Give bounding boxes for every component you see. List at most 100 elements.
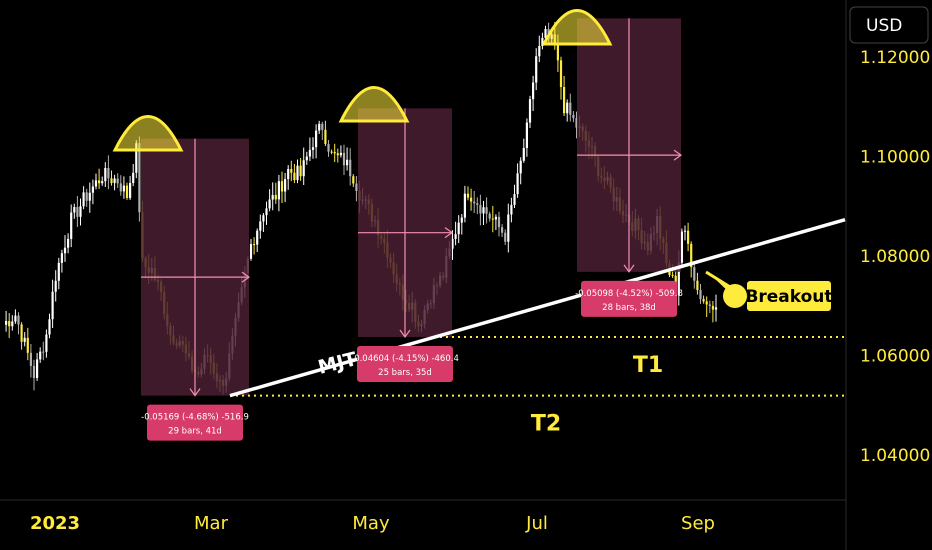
measurement-boxes bbox=[141, 18, 683, 397]
x-tick-label: Sep bbox=[681, 513, 715, 534]
mjt-trendline bbox=[229, 217, 846, 398]
currency-label[interactable]: USD bbox=[866, 16, 902, 36]
candle-body bbox=[563, 87, 566, 114]
measure-arrow-down bbox=[623, 264, 635, 273]
candle-body bbox=[29, 352, 32, 366]
candle-body bbox=[339, 152, 342, 156]
candle-body bbox=[457, 222, 460, 235]
measure-label-box bbox=[581, 280, 677, 317]
head-dome bbox=[338, 86, 410, 123]
candle-body bbox=[566, 102, 569, 114]
candle-body bbox=[253, 244, 256, 246]
candle-body bbox=[125, 185, 129, 198]
candle-body bbox=[259, 221, 262, 231]
x-tick-label: May bbox=[352, 513, 390, 534]
candle-body bbox=[14, 315, 17, 322]
candle-body bbox=[473, 201, 476, 204]
candle-body bbox=[132, 172, 135, 184]
candle-body bbox=[113, 178, 116, 184]
candle-body bbox=[535, 56, 538, 83]
candle-body bbox=[342, 152, 346, 166]
candle-body bbox=[302, 160, 305, 177]
candle-body bbox=[476, 203, 479, 205]
candle-body bbox=[485, 207, 488, 214]
candle-body bbox=[525, 122, 528, 149]
candle-body bbox=[538, 46, 541, 57]
candle-body bbox=[466, 193, 470, 198]
candle-body bbox=[116, 178, 119, 184]
candle-body bbox=[104, 167, 107, 182]
candle-body bbox=[308, 149, 311, 157]
candle-body bbox=[42, 351, 45, 353]
y-tick-label: 1.10000 bbox=[860, 148, 930, 168]
currency-badge-box[interactable] bbox=[849, 6, 929, 44]
candle-body bbox=[256, 230, 259, 245]
candle-body bbox=[519, 160, 522, 174]
candle-body bbox=[23, 337, 26, 342]
y-tick-label: 1.08000 bbox=[860, 247, 930, 267]
measure-arrow-down bbox=[399, 329, 411, 339]
candle-body bbox=[463, 193, 466, 218]
candle-body bbox=[107, 167, 110, 179]
target-label-t1: T1 bbox=[633, 353, 663, 378]
candle-body bbox=[318, 123, 321, 131]
candle-body bbox=[5, 321, 8, 325]
candle-body bbox=[544, 29, 547, 38]
candle-body bbox=[57, 262, 60, 281]
candle-body bbox=[522, 148, 525, 161]
measure-sublabel: 25 bars, 35d bbox=[378, 368, 432, 378]
candle-body bbox=[541, 37, 544, 47]
candle-body bbox=[129, 183, 132, 198]
candle-body bbox=[702, 299, 705, 302]
x-tick-label: 2023 bbox=[30, 513, 80, 534]
y-tick-label: 1.04000 bbox=[860, 446, 930, 466]
candle-body bbox=[556, 43, 559, 61]
candle-body bbox=[82, 192, 85, 207]
candle-body bbox=[296, 165, 299, 181]
y-tick-label: 1.06000 bbox=[860, 346, 930, 366]
candle-body bbox=[274, 194, 277, 200]
candle-body bbox=[98, 180, 101, 184]
pointing-hand-finger bbox=[712, 276, 737, 296]
candle-body bbox=[693, 267, 696, 281]
x-tick-label: Mar bbox=[194, 513, 229, 534]
candle-body bbox=[460, 217, 463, 223]
x-tick-label: Jul bbox=[525, 513, 548, 534]
head-dome bbox=[112, 115, 184, 152]
candle-body bbox=[268, 199, 271, 209]
candle-body bbox=[135, 143, 138, 173]
candle-body bbox=[88, 192, 91, 201]
candle-body bbox=[532, 82, 535, 100]
head-dome bbox=[541, 9, 613, 46]
breakout-badge bbox=[747, 281, 831, 311]
candle-body bbox=[17, 315, 20, 325]
candle-body bbox=[63, 247, 67, 254]
currency-badge[interactable]: USD bbox=[849, 6, 929, 44]
candle-body bbox=[333, 151, 336, 154]
candle-body bbox=[299, 165, 302, 177]
candle-body bbox=[32, 365, 36, 379]
candle-body bbox=[119, 183, 122, 192]
candle-body bbox=[60, 253, 63, 263]
candle-body bbox=[491, 218, 494, 220]
candle-body bbox=[85, 192, 88, 201]
candle-body bbox=[683, 230, 687, 232]
candle-body bbox=[36, 359, 39, 379]
measure-arrow-right bbox=[444, 227, 454, 239]
measure-arrow-right bbox=[241, 271, 251, 283]
candle-body bbox=[575, 118, 578, 128]
breakout-label: Breakout bbox=[745, 287, 832, 307]
candle-body bbox=[454, 234, 457, 239]
candle-body bbox=[488, 213, 491, 219]
candle-body bbox=[54, 280, 57, 292]
candle-body bbox=[690, 243, 693, 268]
candle-body bbox=[680, 231, 683, 263]
candle-body bbox=[73, 207, 76, 213]
candle-body bbox=[271, 194, 274, 200]
candle-body bbox=[67, 238, 70, 248]
candle-body bbox=[451, 238, 454, 249]
candle-body bbox=[470, 197, 473, 202]
measure-label: -0.05169 (-4.68%) -516.9 bbox=[141, 413, 249, 423]
measure-label-box bbox=[147, 404, 243, 441]
